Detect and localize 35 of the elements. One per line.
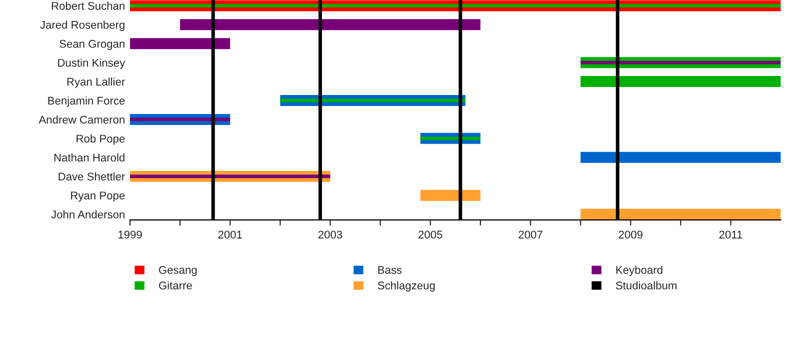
y-tick-label: Rob Pope — [76, 134, 125, 145]
x-tick-label: 2007 — [518, 230, 542, 239]
bar — [420, 136, 480, 140]
x-tick-label: 2003 — [318, 230, 342, 239]
legend-label: Studioalbum — [616, 281, 676, 290]
legend-label: Schlagzeug — [378, 281, 435, 292]
bar — [420, 190, 480, 201]
bar — [580, 76, 781, 88]
y-tick-label: Dave Shettler — [58, 172, 125, 180]
x-tick-label: 2001 — [218, 230, 242, 239]
x-tick-label: 1999 — [118, 230, 142, 239]
legend-label: Bass — [378, 266, 402, 274]
bar — [580, 152, 781, 163]
y-tick-label: Robert Suchan — [52, 2, 124, 10]
y-tick-label: Ryan Lallier — [67, 78, 125, 88]
y-tick-label: Sean Grogan — [60, 40, 124, 50]
legend-label: Keyboard — [616, 266, 662, 276]
y-tick-label: Ryan Pope — [71, 192, 125, 202]
y-tick-label: Benjamin Force — [48, 96, 125, 107]
y-tick-label: Andrew Cameron — [38, 115, 124, 124]
y-tick-label: John Anderson — [51, 210, 124, 218]
x-tick-label: 2009 — [618, 230, 642, 239]
bar — [130, 4, 781, 8]
bar — [580, 60, 781, 64]
legend-label: Gitarre — [159, 281, 192, 290]
x-tick-label: 2011 — [719, 230, 742, 239]
x-tick-label: 2005 — [418, 230, 442, 239]
bar — [180, 19, 480, 30]
y-tick-label: Nathan Harold — [54, 153, 124, 162]
legend-label: Gesang — [159, 266, 197, 276]
y-tick-label: Jared Rosenberg — [40, 20, 124, 31]
bar — [130, 38, 230, 50]
bar — [580, 208, 781, 220]
bar — [130, 174, 330, 178]
y-tick-label: Dustin Kinsey — [58, 58, 126, 69]
